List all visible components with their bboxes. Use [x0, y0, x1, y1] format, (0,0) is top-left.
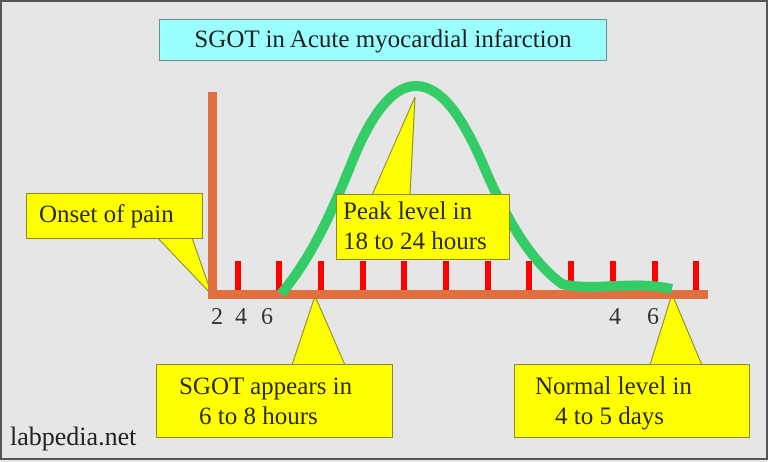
tick-label-4d: 4 [609, 304, 621, 330]
tick-label-6d: 6 [647, 304, 659, 330]
onset-callout-text: Onset of pain [39, 201, 174, 228]
normal-callout: Normal level in 4 to 5 days [514, 364, 750, 438]
tick-label-6h: 6 [261, 304, 273, 330]
watermark: labpedia.net [10, 422, 137, 451]
appears-callout-line1: SGOT appears in [179, 373, 353, 400]
onset-callout: Onset of pain [26, 193, 203, 239]
x-axis [208, 290, 708, 299]
peak-callout-line1: Peak level in [343, 198, 473, 225]
normal-callout-line1: Normal level in [535, 373, 692, 400]
tick-label-4h: 4 [235, 304, 247, 330]
diagram-title: SGOT in Acute myocardial infarction [159, 19, 607, 61]
normal-callout-line2: 4 to 5 days [555, 403, 665, 430]
appears-callout-line2: 6 to 8 hours [199, 403, 318, 430]
peak-callout: Peak level in 18 to 24 hours [336, 194, 510, 260]
onset-pointer [150, 231, 213, 296]
appears-pointer [291, 294, 346, 366]
peak-callout-line2: 18 to 24 hours [343, 228, 487, 255]
appears-callout: SGOT appears in 6 to 8 hours [156, 364, 393, 438]
tick-label-2h: 2 [211, 304, 223, 330]
y-axis [208, 92, 217, 299]
x-axis-ticks [235, 261, 699, 294]
sgot-curve [277, 81, 674, 298]
